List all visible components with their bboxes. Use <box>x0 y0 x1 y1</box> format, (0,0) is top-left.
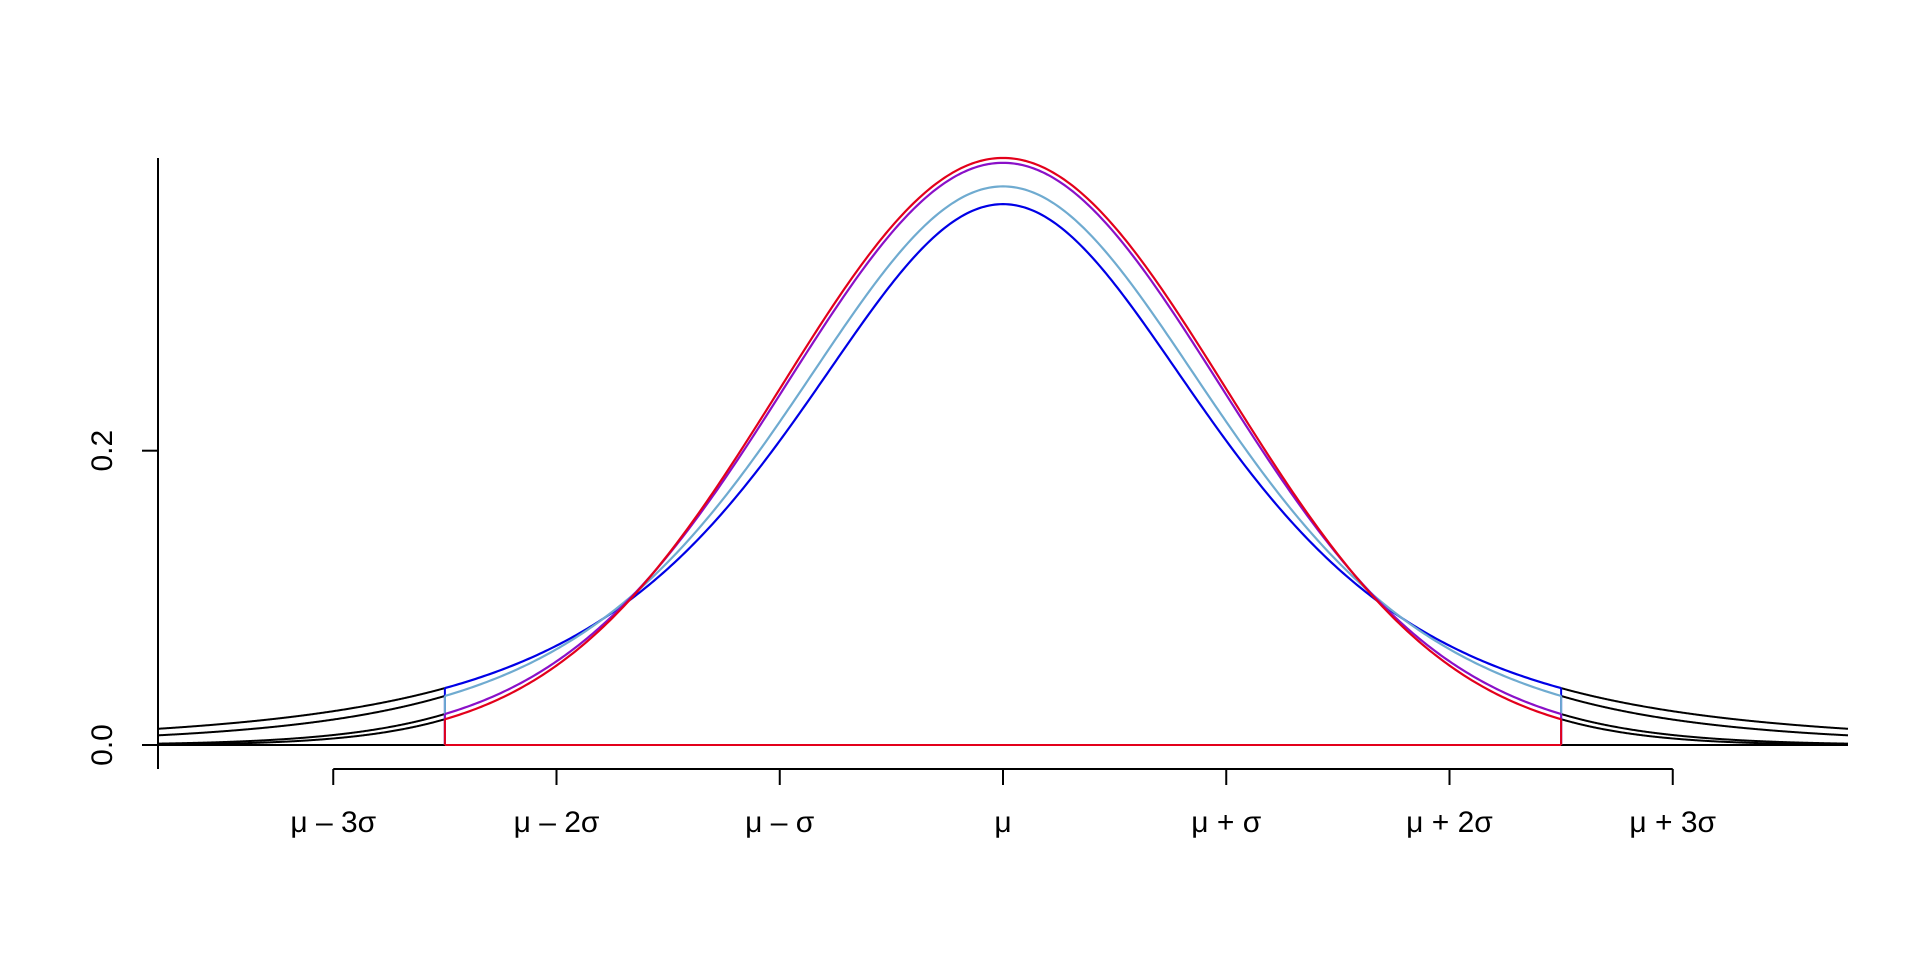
axes: 0.0 0.2 μ – 3σ μ – 2σ μ – σ μ μ + σ μ + 2σ μ + 3… <box>86 158 1717 839</box>
x-tick-label: μ + 2σ <box>1406 806 1493 839</box>
x-tick-label: μ – σ <box>745 806 815 839</box>
series-0-density-line <box>444 156 1562 721</box>
y-tick-label: 0.0 <box>86 724 119 766</box>
y-tick-label: 0.2 <box>86 430 119 472</box>
series-2-left-tail <box>157 695 446 737</box>
x-tick-label: μ <box>994 806 1011 839</box>
series-1-right-tail <box>1560 713 1849 745</box>
x-tick-label: μ – 2σ <box>514 806 600 839</box>
series-1-left-tail <box>157 713 446 745</box>
x-tick-label: μ + σ <box>1191 806 1261 839</box>
x-tick-label: μ + 3σ <box>1629 806 1716 839</box>
series-2-right-tail <box>1560 695 1849 737</box>
series-3-left-tail <box>157 687 446 730</box>
density-curves <box>157 156 1849 746</box>
x-tick-label: μ – 3σ <box>290 806 376 839</box>
series-0-left-tail <box>157 718 446 746</box>
series-1-density-line <box>444 161 1562 716</box>
series-3-right-tail <box>1560 687 1849 730</box>
series-0-right-tail <box>1560 718 1849 746</box>
